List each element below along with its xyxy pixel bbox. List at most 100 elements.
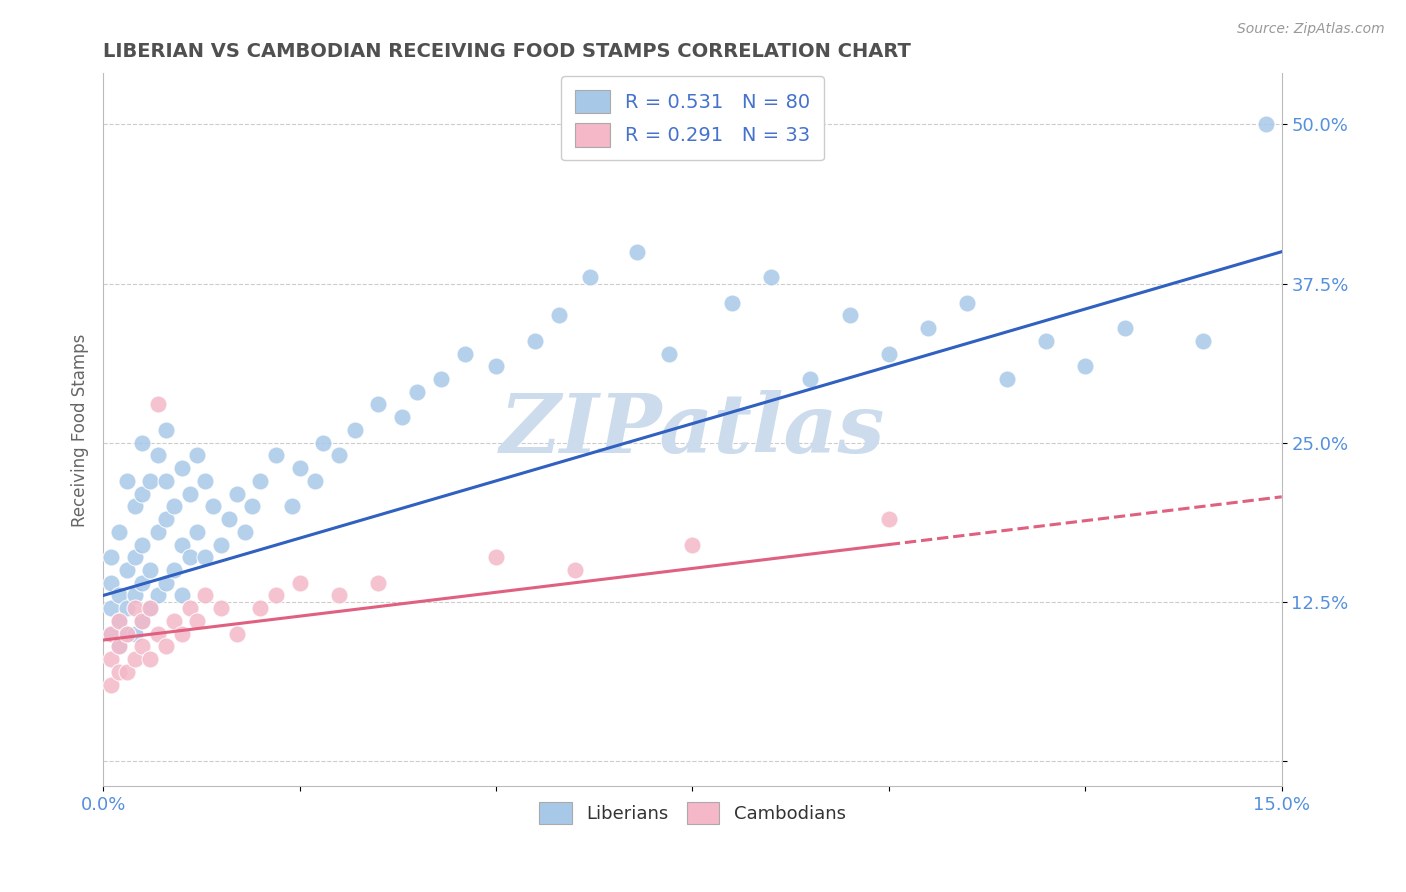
Point xyxy=(100,652,122,666)
Point xyxy=(1254,117,1277,131)
Point xyxy=(108,589,131,603)
Point xyxy=(218,512,240,526)
Point xyxy=(170,626,193,640)
Point xyxy=(186,614,208,628)
Point xyxy=(100,626,122,640)
Point xyxy=(108,524,131,539)
Point xyxy=(131,537,153,551)
Point xyxy=(108,614,131,628)
Text: ZIPatlas: ZIPatlas xyxy=(499,390,886,470)
Point xyxy=(579,270,602,285)
Point xyxy=(170,589,193,603)
Point xyxy=(288,461,311,475)
Point xyxy=(328,449,350,463)
Point xyxy=(225,486,247,500)
Point xyxy=(186,449,208,463)
Point xyxy=(124,601,146,615)
Point xyxy=(430,372,453,386)
Text: Source: ZipAtlas.com: Source: ZipAtlas.com xyxy=(1237,22,1385,37)
Point xyxy=(100,575,122,590)
Point xyxy=(100,550,122,565)
Point xyxy=(877,346,900,360)
Point xyxy=(343,423,366,437)
Point xyxy=(146,589,169,603)
Point xyxy=(115,626,138,640)
Point xyxy=(124,589,146,603)
Point xyxy=(453,346,475,360)
Point xyxy=(367,397,389,411)
Point xyxy=(799,372,821,386)
Point xyxy=(186,524,208,539)
Point xyxy=(131,486,153,500)
Point xyxy=(304,474,326,488)
Point xyxy=(367,575,389,590)
Point xyxy=(242,500,264,514)
Point xyxy=(139,563,162,577)
Point xyxy=(547,309,569,323)
Point xyxy=(115,665,138,679)
Point xyxy=(564,563,586,577)
Point xyxy=(155,474,177,488)
Point xyxy=(131,614,153,628)
Point xyxy=(759,270,782,285)
Point xyxy=(209,601,232,615)
Point xyxy=(681,537,703,551)
Point xyxy=(179,601,201,615)
Point xyxy=(115,626,138,640)
Point xyxy=(155,423,177,437)
Y-axis label: Receiving Food Stamps: Receiving Food Stamps xyxy=(72,334,89,526)
Point xyxy=(124,550,146,565)
Text: LIBERIAN VS CAMBODIAN RECEIVING FOOD STAMPS CORRELATION CHART: LIBERIAN VS CAMBODIAN RECEIVING FOOD STA… xyxy=(103,42,911,61)
Point xyxy=(194,474,217,488)
Point xyxy=(131,435,153,450)
Point xyxy=(131,640,153,654)
Point xyxy=(139,601,162,615)
Point xyxy=(108,614,131,628)
Point xyxy=(838,309,860,323)
Point xyxy=(917,321,939,335)
Legend: Liberians, Cambodians: Liberians, Cambodians xyxy=(529,791,856,835)
Point xyxy=(179,486,201,500)
Point xyxy=(108,640,131,654)
Point xyxy=(264,449,287,463)
Point xyxy=(194,589,217,603)
Point xyxy=(146,397,169,411)
Point xyxy=(626,244,648,259)
Point xyxy=(406,384,429,399)
Point xyxy=(155,640,177,654)
Point xyxy=(179,550,201,565)
Point xyxy=(658,346,681,360)
Point xyxy=(1192,334,1215,348)
Point xyxy=(163,563,186,577)
Point xyxy=(163,614,186,628)
Point xyxy=(225,626,247,640)
Point xyxy=(312,435,335,450)
Point xyxy=(280,500,302,514)
Point xyxy=(524,334,547,348)
Point xyxy=(202,500,225,514)
Point xyxy=(124,500,146,514)
Point xyxy=(877,512,900,526)
Point xyxy=(288,575,311,590)
Point xyxy=(131,575,153,590)
Point xyxy=(249,474,271,488)
Point xyxy=(264,589,287,603)
Point xyxy=(146,626,169,640)
Point xyxy=(115,601,138,615)
Point xyxy=(155,512,177,526)
Point xyxy=(170,461,193,475)
Point xyxy=(139,474,162,488)
Point xyxy=(115,474,138,488)
Point xyxy=(146,524,169,539)
Point xyxy=(995,372,1018,386)
Point xyxy=(328,589,350,603)
Point xyxy=(124,652,146,666)
Point xyxy=(131,614,153,628)
Point xyxy=(194,550,217,565)
Point xyxy=(1035,334,1057,348)
Point xyxy=(108,665,131,679)
Point xyxy=(163,500,186,514)
Point xyxy=(249,601,271,615)
Point xyxy=(100,601,122,615)
Point xyxy=(100,678,122,692)
